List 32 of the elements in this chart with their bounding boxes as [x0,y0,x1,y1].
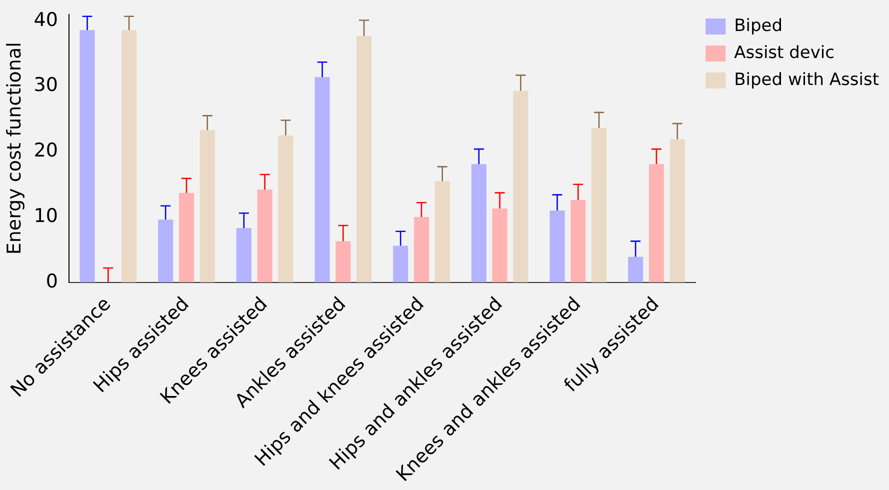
y-tick-label: 0 [46,270,58,292]
y-tick-label: 20 [34,140,58,162]
bar [178,192,194,282]
bar [492,208,508,282]
bar [670,139,685,282]
legend-label: Assist devic [734,42,834,63]
bar [158,220,174,282]
bar [550,210,565,282]
bar [471,164,486,282]
bar [122,30,137,282]
legend-label: Biped [734,16,783,36]
y-tick-label: 40 [34,8,58,31]
bar [570,200,586,282]
bar [200,130,215,282]
bar [434,181,450,282]
y-tick-label: 10 [34,204,58,227]
y-tick-label: 30 [34,74,58,96]
bar [314,77,330,282]
bar [393,246,408,282]
bar [80,30,95,282]
bar [591,128,607,282]
bar [628,256,644,282]
bar [414,217,429,282]
bar [648,164,664,282]
bar [356,36,372,282]
bar [257,190,272,282]
bar [236,228,252,282]
y-axis-title: Energy cost functional [3,42,26,255]
legend-label: Biped with Assist [734,70,880,90]
bar [336,241,351,282]
bar [278,135,294,282]
bar [513,90,528,282]
